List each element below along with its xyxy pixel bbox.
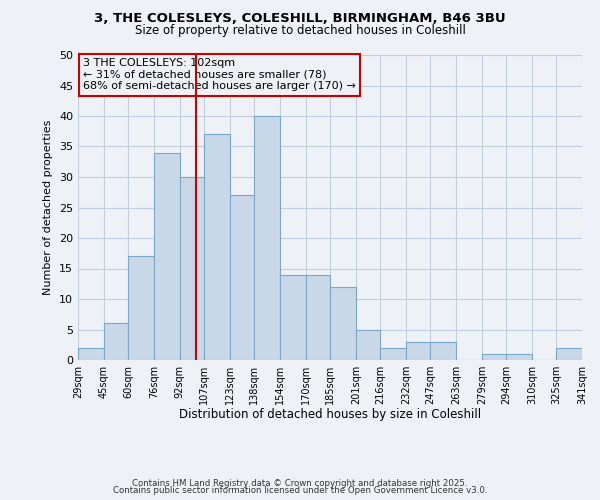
Text: Contains HM Land Registry data © Crown copyright and database right 2025.: Contains HM Land Registry data © Crown c… [132, 478, 468, 488]
Bar [306, 274, 330, 360]
Bar [128, 256, 154, 360]
Text: Size of property relative to detached houses in Coleshill: Size of property relative to detached ho… [134, 24, 466, 37]
Text: 3 THE COLESLEYS: 102sqm
← 31% of detached houses are smaller (78)
68% of semi-de: 3 THE COLESLEYS: 102sqm ← 31% of detache… [83, 58, 356, 91]
Bar [482, 354, 506, 360]
Bar [506, 354, 532, 360]
Bar [104, 324, 128, 360]
Y-axis label: Number of detached properties: Number of detached properties [43, 120, 53, 295]
Bar [406, 342, 430, 360]
X-axis label: Distribution of detached houses by size in Coleshill: Distribution of detached houses by size … [179, 408, 481, 422]
Text: Contains public sector information licensed under the Open Government Licence v3: Contains public sector information licen… [113, 486, 487, 495]
Bar [78, 348, 104, 360]
Bar [254, 116, 280, 360]
Bar [330, 287, 356, 360]
Bar [230, 196, 254, 360]
Bar [380, 348, 406, 360]
Bar [356, 330, 380, 360]
Bar [154, 152, 180, 360]
Bar [280, 274, 306, 360]
Bar [180, 177, 204, 360]
Bar [204, 134, 230, 360]
Bar [430, 342, 456, 360]
Text: 3, THE COLESLEYS, COLESHILL, BIRMINGHAM, B46 3BU: 3, THE COLESLEYS, COLESHILL, BIRMINGHAM,… [94, 12, 506, 26]
Bar [556, 348, 582, 360]
